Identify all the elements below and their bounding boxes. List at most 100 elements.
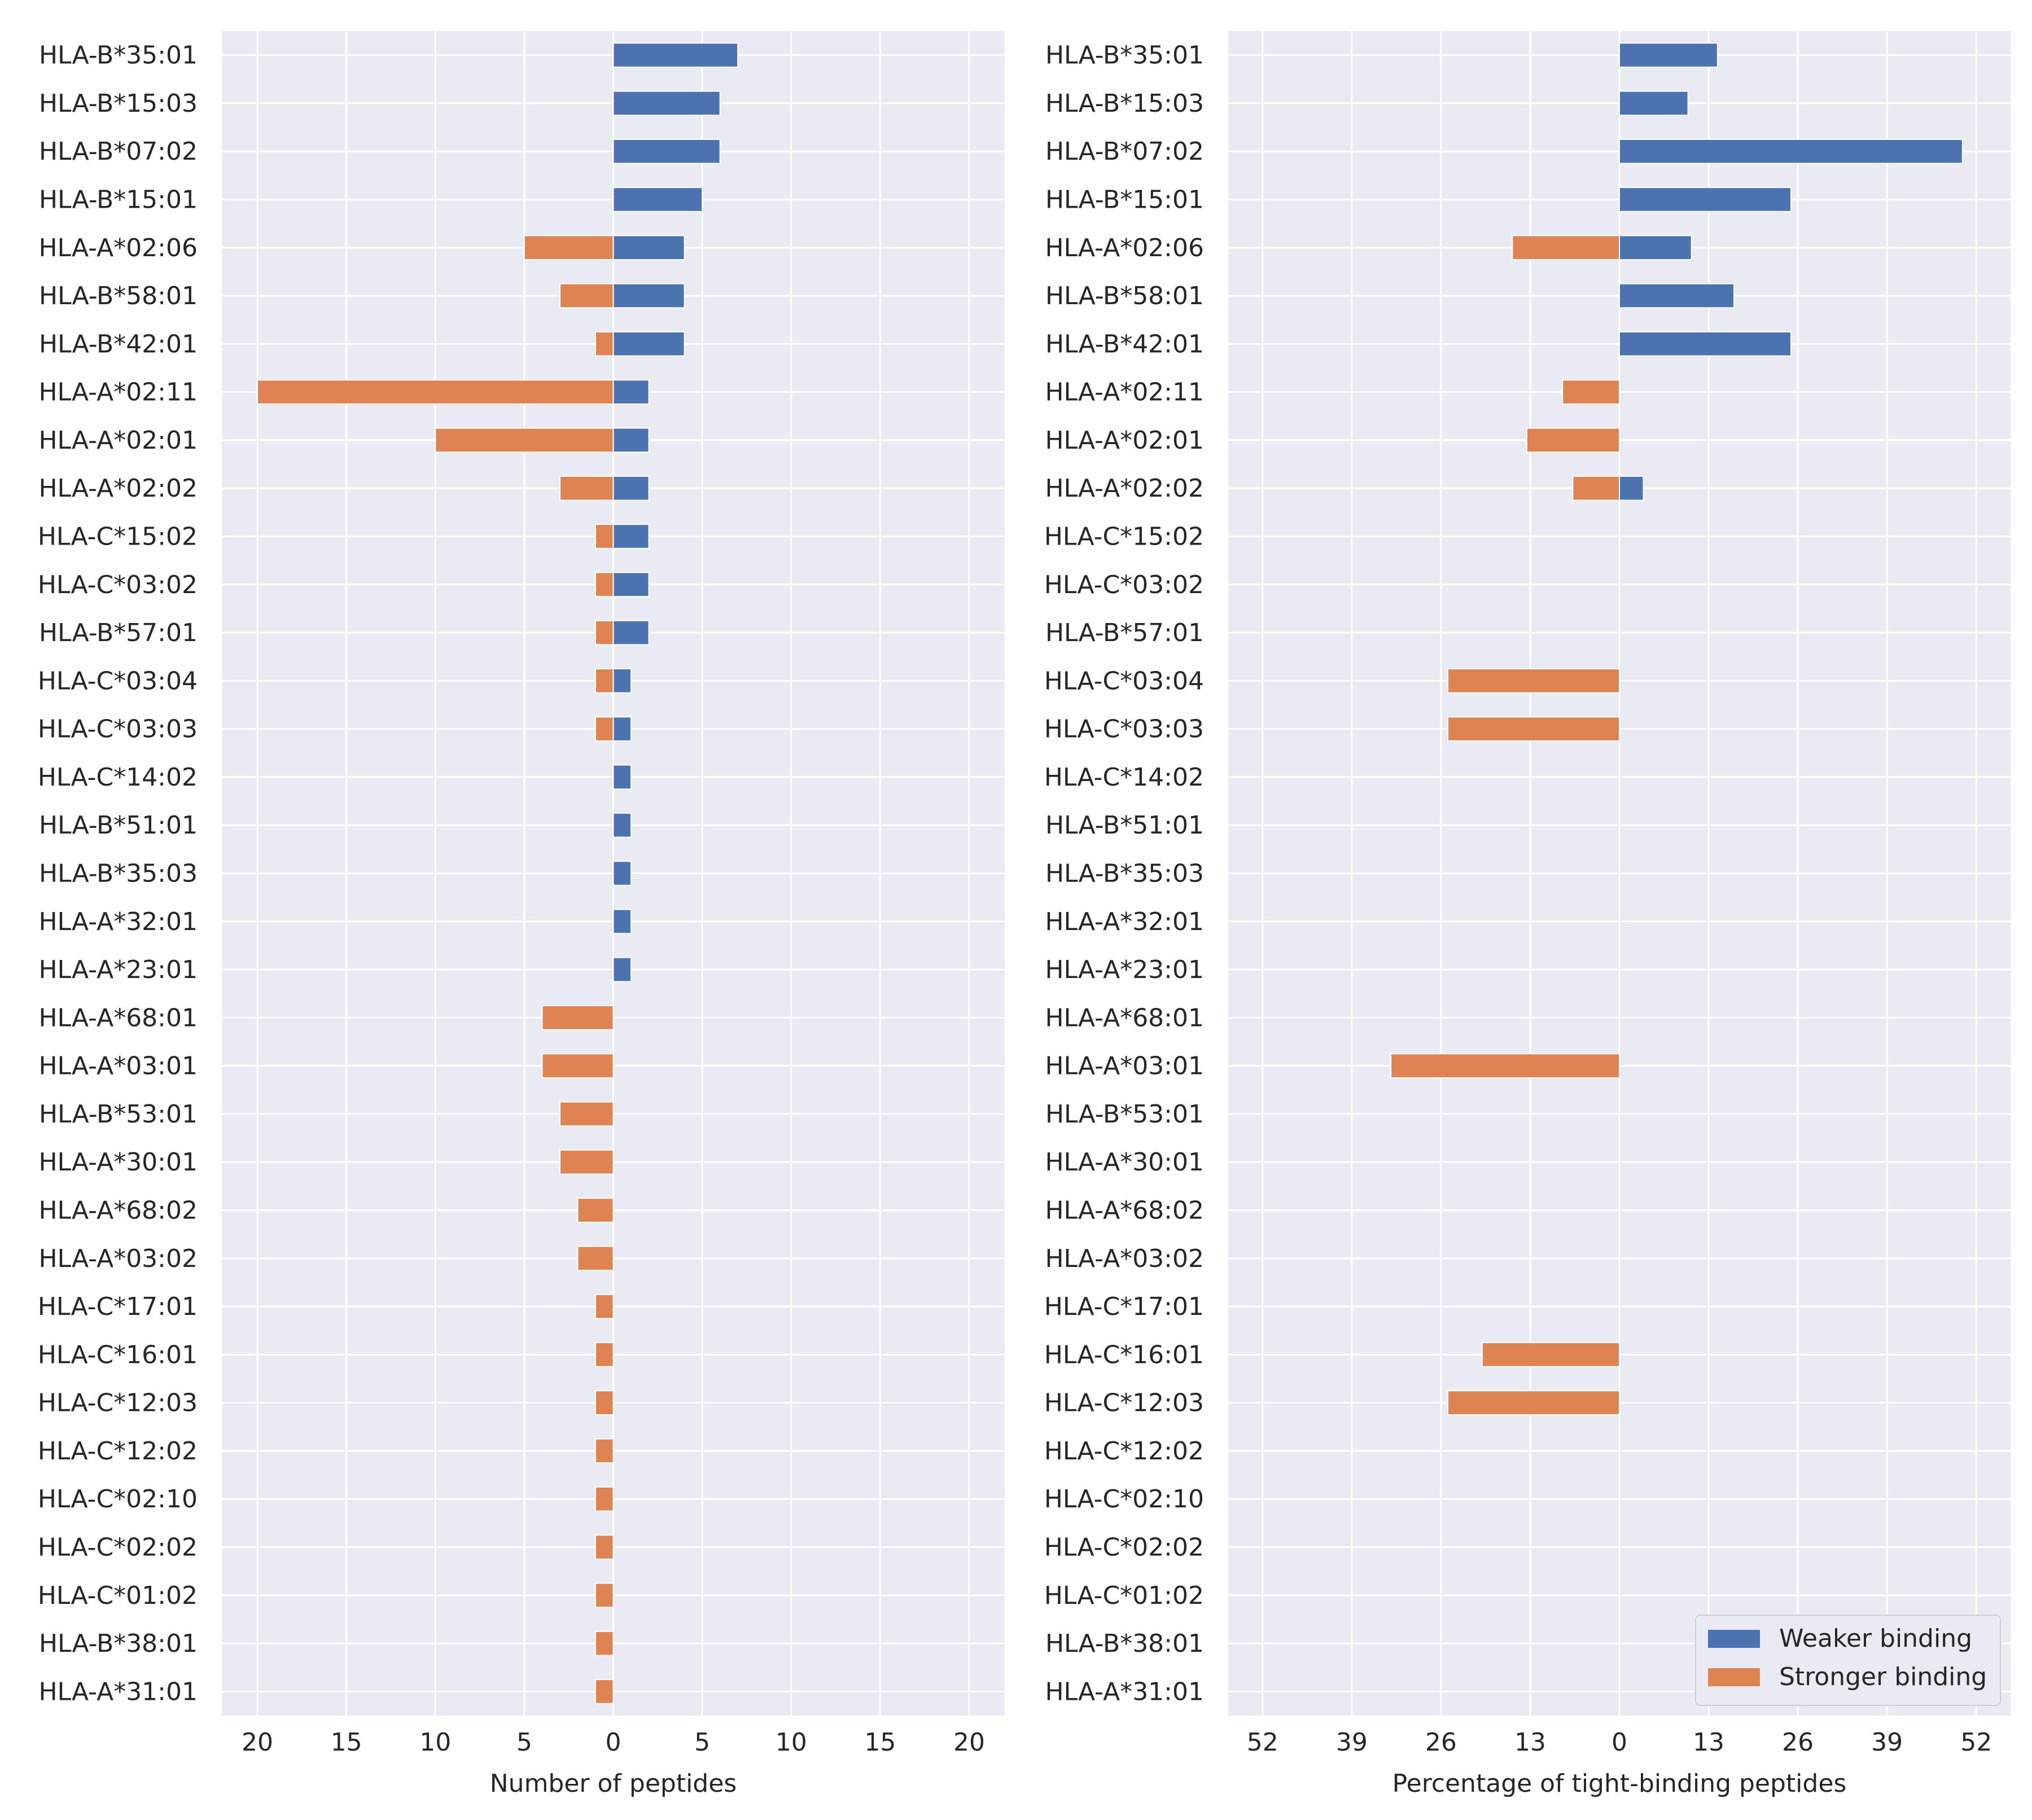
y-tick-label: HLA-A*68:01 bbox=[1045, 1003, 1204, 1032]
y-tick-label: HLA-A*02:06 bbox=[38, 234, 198, 262]
legend-entry-label: Weaker binding bbox=[1779, 1624, 1972, 1653]
y-tick-label: HLA-C*14:02 bbox=[38, 763, 198, 792]
y-tick-label: HLA-C*03:02 bbox=[1044, 571, 1204, 599]
y-tick-label: HLA-C*14:02 bbox=[1044, 763, 1204, 792]
x-tick-label: 10 bbox=[419, 1728, 451, 1757]
y-tick-label: HLA-C*16:01 bbox=[38, 1340, 198, 1369]
y-tick-label: HLA-B*35:01 bbox=[39, 41, 198, 70]
y-tick-label: HLA-B*35:03 bbox=[1045, 859, 1204, 888]
weaker-binding-bar bbox=[1619, 283, 1735, 309]
stronger-binding-bar bbox=[257, 379, 614, 405]
x-tick-label: 5 bbox=[694, 1728, 710, 1757]
weaker-binding-bar bbox=[612, 620, 650, 646]
weaker-binding-bar bbox=[1619, 331, 1792, 357]
y-tick-label: HLA-C*03:04 bbox=[38, 666, 198, 695]
y-tick-label: HLA-C*01:02 bbox=[38, 1581, 198, 1610]
x-tick-label: 52 bbox=[1247, 1728, 1278, 1757]
y-tick-label: HLA-A*03:02 bbox=[1045, 1244, 1204, 1273]
y-tick-label: HLA-A*02:01 bbox=[1045, 426, 1204, 455]
y-tick-label: HLA-C*17:01 bbox=[1044, 1292, 1204, 1321]
weaker-binding-bar bbox=[612, 427, 650, 453]
weaker-binding-bar bbox=[612, 187, 703, 212]
y-tick-label: HLA-A*03:01 bbox=[1045, 1052, 1204, 1081]
weaker-binding-bar bbox=[1619, 235, 1692, 261]
y-tick-label: HLA-C*17:01 bbox=[38, 1292, 198, 1321]
weaker-binding-bar bbox=[612, 283, 685, 309]
x-axis-label: Number of peptides bbox=[490, 1769, 737, 1798]
y-tick-label: HLA-B*53:01 bbox=[1045, 1100, 1204, 1129]
stronger-binding-bar bbox=[541, 1005, 614, 1030]
y-tick-label: HLA-C*01:02 bbox=[1044, 1581, 1204, 1610]
y-tick-label: HLA-A*31:01 bbox=[38, 1677, 198, 1706]
y-tick-label: HLA-A*02:02 bbox=[1045, 474, 1204, 503]
x-tick-label: 26 bbox=[1782, 1728, 1814, 1757]
stronger-binding-bar bbox=[523, 235, 614, 261]
y-tick-label: HLA-B*15:03 bbox=[39, 89, 198, 118]
weaker-binding-bar bbox=[612, 764, 632, 790]
y-tick-label: HLA-B*58:01 bbox=[39, 282, 198, 310]
y-tick-label: HLA-A*23:01 bbox=[1045, 955, 1204, 984]
weaker-binding-bar bbox=[612, 524, 650, 549]
y-tick-label: HLA-B*42:01 bbox=[39, 330, 198, 358]
stronger-binding-bar bbox=[1447, 668, 1621, 694]
stronger-binding-bar bbox=[1526, 427, 1620, 453]
y-tick-label: HLA-C*12:03 bbox=[1044, 1389, 1204, 1418]
y-tick-label: HLA-A*02:06 bbox=[1045, 234, 1204, 262]
stronger-binding-bar bbox=[594, 668, 614, 694]
y-tick-label: HLA-B*58:01 bbox=[1045, 282, 1204, 310]
weaker-binding-bar bbox=[1619, 42, 1718, 68]
weaker-binding-bar bbox=[1619, 138, 1963, 164]
y-tick-label: HLA-C*02:10 bbox=[1044, 1485, 1204, 1514]
stronger-binding-bar bbox=[1512, 235, 1621, 261]
y-tick-label: HLA-C*15:02 bbox=[38, 523, 198, 551]
y-tick-label: HLA-B*57:01 bbox=[1045, 619, 1204, 647]
stronger-binding-bar bbox=[594, 1582, 614, 1608]
y-tick-label: HLA-B*42:01 bbox=[1045, 330, 1204, 358]
stronger-binding-bar bbox=[577, 1246, 614, 1271]
legend-swatch bbox=[1708, 1630, 1760, 1648]
y-tick-label: HLA-B*57:01 bbox=[39, 619, 198, 647]
x-tick-label: 20 bbox=[953, 1728, 985, 1757]
weaker-binding-bar bbox=[612, 716, 632, 742]
x-tick-label: 52 bbox=[1960, 1728, 1992, 1757]
y-tick-label: HLA-A*68:01 bbox=[38, 1003, 198, 1032]
y-tick-label: HLA-C*12:02 bbox=[38, 1437, 198, 1466]
weaker-binding-bar bbox=[612, 861, 632, 886]
weaker-binding-bar bbox=[612, 90, 721, 116]
y-tick-label: HLA-C*03:03 bbox=[1044, 715, 1204, 744]
y-tick-label: HLA-C*15:02 bbox=[1044, 523, 1204, 551]
weaker-binding-bar bbox=[612, 138, 721, 164]
weaker-binding-bar bbox=[612, 475, 650, 501]
y-tick-label: HLA-B*07:02 bbox=[1045, 137, 1204, 166]
stronger-binding-bar bbox=[594, 1293, 614, 1319]
x-tick-label: 13 bbox=[1514, 1728, 1546, 1757]
weaker-binding-bar bbox=[1619, 187, 1792, 212]
x-tick-label: 13 bbox=[1693, 1728, 1724, 1757]
legend-box bbox=[1695, 1615, 2001, 1706]
stronger-binding-bar bbox=[594, 524, 614, 549]
weaker-binding-bar bbox=[612, 235, 685, 261]
y-tick-label: HLA-C*03:03 bbox=[38, 715, 198, 744]
stronger-binding-bar bbox=[435, 427, 614, 453]
y-tick-label: HLA-B*38:01 bbox=[1045, 1629, 1204, 1658]
y-tick-label: HLA-A*03:01 bbox=[38, 1052, 198, 1081]
stronger-binding-bar bbox=[594, 1342, 614, 1367]
stronger-binding-bar bbox=[1447, 716, 1621, 742]
y-tick-label: HLA-A*30:01 bbox=[1045, 1148, 1204, 1177]
weaker-binding-bar bbox=[612, 331, 685, 357]
stronger-binding-bar bbox=[594, 1438, 614, 1464]
y-tick-label: HLA-B*07:02 bbox=[39, 137, 198, 166]
weaker-binding-bar bbox=[612, 812, 632, 838]
stronger-binding-bar bbox=[594, 1630, 614, 1656]
y-tick-label: HLA-A*30:01 bbox=[38, 1148, 198, 1177]
y-tick-label: HLA-C*03:02 bbox=[38, 571, 198, 599]
stronger-binding-bar bbox=[1572, 475, 1621, 501]
legend-swatch bbox=[1708, 1668, 1760, 1686]
stronger-binding-bar bbox=[1447, 1390, 1621, 1415]
weaker-binding-bar bbox=[612, 668, 632, 694]
y-tick-label: HLA-C*03:04 bbox=[1044, 666, 1204, 695]
legend: Weaker binding Stronger binding bbox=[1695, 1615, 2001, 1706]
y-tick-label: HLA-A*31:01 bbox=[1045, 1677, 1204, 1706]
stronger-binding-bar bbox=[594, 620, 614, 646]
y-tick-label: HLA-A*68:02 bbox=[1045, 1196, 1204, 1225]
